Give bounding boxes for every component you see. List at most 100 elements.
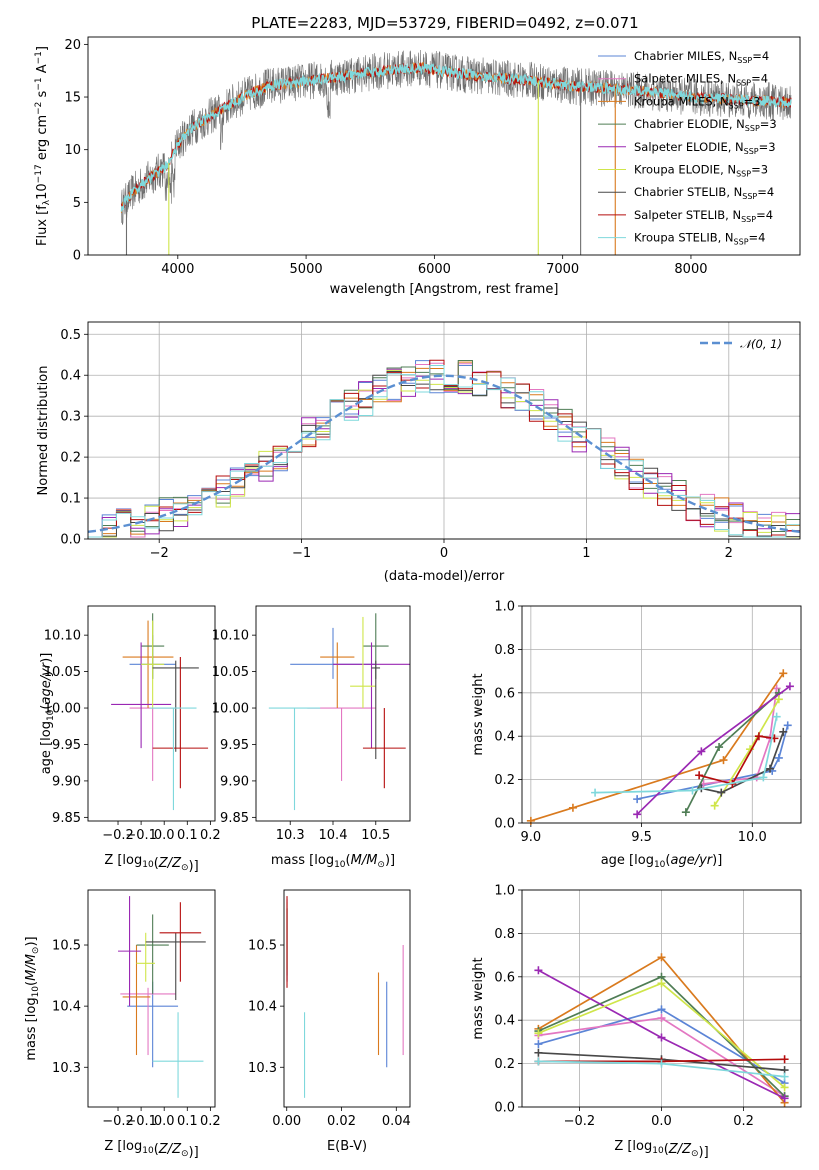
legend-label-0: Chabrier MILES, NSSP=4	[634, 49, 769, 65]
weight-marker-4	[785, 682, 794, 691]
x-tick-label: −2	[150, 546, 169, 561]
x-tick-label: 0.02	[327, 1114, 356, 1129]
weight-marker-8	[657, 1059, 666, 1068]
weight-line-8	[595, 716, 778, 794]
weight-marker-0	[657, 1005, 666, 1014]
weight-marker-7	[695, 771, 704, 780]
y-tick-label: 10.10	[44, 629, 81, 644]
axes-frame	[87, 321, 801, 540]
y-tick-label: 1.0	[494, 600, 515, 615]
weight-marker-4	[633, 810, 642, 819]
x-tick-label: −0.1	[125, 828, 157, 843]
y-tick-label: 0.5	[60, 328, 81, 343]
y-axis-label: mass weight	[471, 673, 486, 755]
weight-marker-3	[681, 808, 690, 817]
x-tick-label: −0.2	[102, 1114, 134, 1129]
x-tick-label: 4000	[161, 262, 194, 277]
x-tick-label: 0.0	[154, 828, 175, 843]
x-tick-label: −1	[292, 546, 311, 561]
y-tick-label: 10.5	[52, 939, 81, 954]
weight-marker-5	[534, 1029, 543, 1038]
weight-marker-4	[697, 747, 706, 756]
x-tick-label: 8000	[674, 262, 707, 277]
axes-frame	[283, 889, 411, 1108]
weight-marker-2	[657, 953, 666, 962]
x-tick-label: 9.0	[521, 830, 542, 845]
weight-marker-6	[779, 727, 788, 736]
y-tick-label: 20	[64, 38, 81, 53]
y-tick-label: 5	[73, 196, 81, 211]
normal-curve	[87, 374, 801, 533]
panel-age-vs-Z: −0.2−0.10.0 0.1 0.2 9.85 9.90 9.95 10.00 10.05 1…	[39, 605, 221, 874]
panel-mass-vs-EBV: 0.00 0.02 0.04 10.3 10.4 10.5 E(B-V)	[248, 889, 411, 1154]
weight-marker-4	[534, 966, 543, 975]
x-axis-label: E(B-V)	[327, 1139, 367, 1154]
x-tick-label: 0.1	[177, 1114, 198, 1129]
y-tick-label: 0.8	[494, 643, 515, 658]
weight-marker-2	[779, 669, 788, 678]
axes-frame	[521, 605, 802, 824]
x-tick-label: 6000	[418, 262, 451, 277]
axes-frame	[87, 36, 801, 256]
legend-label-2: Kroupa MILES, NSSP=3	[634, 94, 760, 110]
legend-label-3: Chabrier ELODIE, NSSP=3	[634, 117, 777, 133]
weight-marker-6	[717, 788, 726, 797]
x-tick-label: 0.2	[200, 1114, 221, 1129]
weight-marker-0	[774, 753, 783, 762]
x-axis-label: Z [log10(Z/Z⊙)]	[104, 853, 198, 874]
weight-marker-2	[719, 756, 728, 765]
y-tick-label: 10.05	[44, 665, 81, 680]
x-tick-label: 7000	[546, 262, 579, 277]
x-axis-label: Z [log10(Z/Z⊙)]	[104, 1139, 198, 1160]
y-tick-label: 0.4	[60, 369, 81, 384]
y-axis-label: age [log10(age/yr)]	[39, 653, 56, 775]
y-tick-label: 0.1	[60, 492, 81, 507]
y-tick-label: 0.4	[494, 1014, 515, 1029]
panel-weight-vs-age: 9.0 9.5 10.0 0.0 0.2 0.4 0.6 0.8 1.0 mass weight a…	[471, 600, 802, 870]
weight-marker-2	[568, 803, 577, 812]
weight-marker-5	[780, 1083, 789, 1092]
y-tick-label: 10.00	[212, 702, 249, 717]
axes-frame	[521, 889, 802, 1108]
y-tick-label: 0.0	[494, 817, 515, 832]
weight-marker-8	[534, 1057, 543, 1066]
y-tick-label: 0.8	[494, 927, 515, 942]
y-tick-label: 10.3	[52, 1061, 81, 1076]
y-tick-label: 9.85	[52, 811, 81, 826]
y-axis-label: mass [log10(M/M⊙)]	[24, 936, 41, 1060]
legend-label-4: Salpeter ELODIE, NSSP=3	[634, 140, 776, 156]
legend-label-8: Kroupa STELIB, NSSP=4	[634, 231, 765, 247]
y-tick-label: 0.6	[494, 686, 515, 701]
x-tick-label: −0.2	[102, 828, 134, 843]
x-tick-label: 0.0	[154, 1114, 175, 1129]
x-tick-label: 0.1	[177, 828, 198, 843]
y-tick-label: 10.5	[248, 939, 277, 954]
y-tick-label: 10.3	[248, 1061, 277, 1076]
weight-marker-7	[754, 732, 763, 741]
x-axis-label: (data-model)/error	[384, 569, 505, 584]
spectrum-data-line	[121, 49, 792, 226]
y-tick-label: 10.05	[212, 665, 249, 680]
y-tick-label: 1.0	[494, 884, 515, 899]
weight-marker-1	[772, 684, 781, 693]
y-tick-label: 0.2	[494, 773, 515, 788]
figure-title: PLATE=2283, MJD=53729, FIBERID=0492, z=0…	[251, 14, 638, 32]
y-axis-label: Normed distribution	[36, 366, 51, 496]
y-tick-label: 9.95	[220, 738, 249, 753]
legend-label-6: Chabrier STELIB, NSSP=4	[634, 185, 774, 201]
y-tick-label: 9.95	[52, 738, 81, 753]
legend-label-5: Kroupa ELODIE, NSSP=3	[634, 163, 768, 179]
weight-marker-5	[774, 695, 783, 704]
x-tick-label: 0.04	[382, 1114, 411, 1129]
weight-marker-8	[688, 786, 697, 795]
y-tick-label: 0.0	[494, 1101, 515, 1116]
y-axis-label: Flux [fλ10−17 erg cm−2 s−1 A−1]	[34, 46, 52, 246]
x-tick-label: 10.4	[319, 828, 348, 843]
weight-marker-6	[534, 1048, 543, 1057]
weight-marker-0	[534, 1040, 543, 1049]
y-tick-label: 0.6	[494, 970, 515, 985]
panel-residuals: −2 −1 0 1 2 0.0 0.1 0.2 0.3 0.4 0.5 𝒩(0, 1) (data-mo…	[36, 321, 801, 584]
y-tick-label: 10.10	[212, 629, 249, 644]
weight-marker-4	[657, 1033, 666, 1042]
